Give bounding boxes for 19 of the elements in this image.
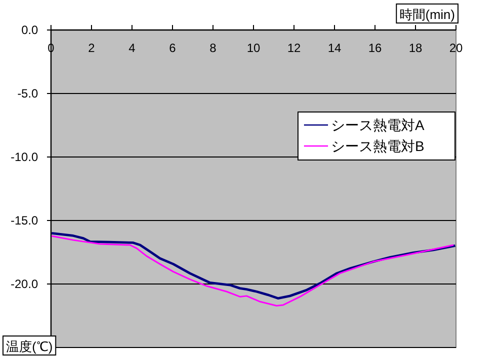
x-tick-label: 2 (88, 41, 96, 55)
y-axis-title: 温度(℃) (6, 339, 53, 354)
y-tick-label: -20.0 (10, 277, 38, 291)
y-tick-label: -10.0 (10, 150, 38, 164)
x-tick-label: 4 (128, 41, 136, 55)
x-tick-label: 20 (449, 41, 463, 55)
x-tick-label: 14 (328, 41, 342, 55)
x-tick-label: 6 (169, 41, 176, 55)
x-tick-label: 16 (368, 41, 382, 55)
legend-label: シース熱電対B (331, 138, 424, 154)
x-tick-label: 8 (210, 41, 217, 55)
x-axis-title: 時間(min) (399, 7, 455, 22)
y-tick-label: -15.0 (10, 214, 38, 228)
x-tick-label: 18 (408, 41, 422, 55)
x-tick-label: 10 (246, 41, 260, 55)
y-tick-label: 0.0 (21, 23, 38, 37)
y-tick-label: -5.0 (17, 86, 38, 100)
x-tick-label: 12 (287, 41, 301, 55)
legend-label: シース熱電対A (331, 117, 425, 133)
